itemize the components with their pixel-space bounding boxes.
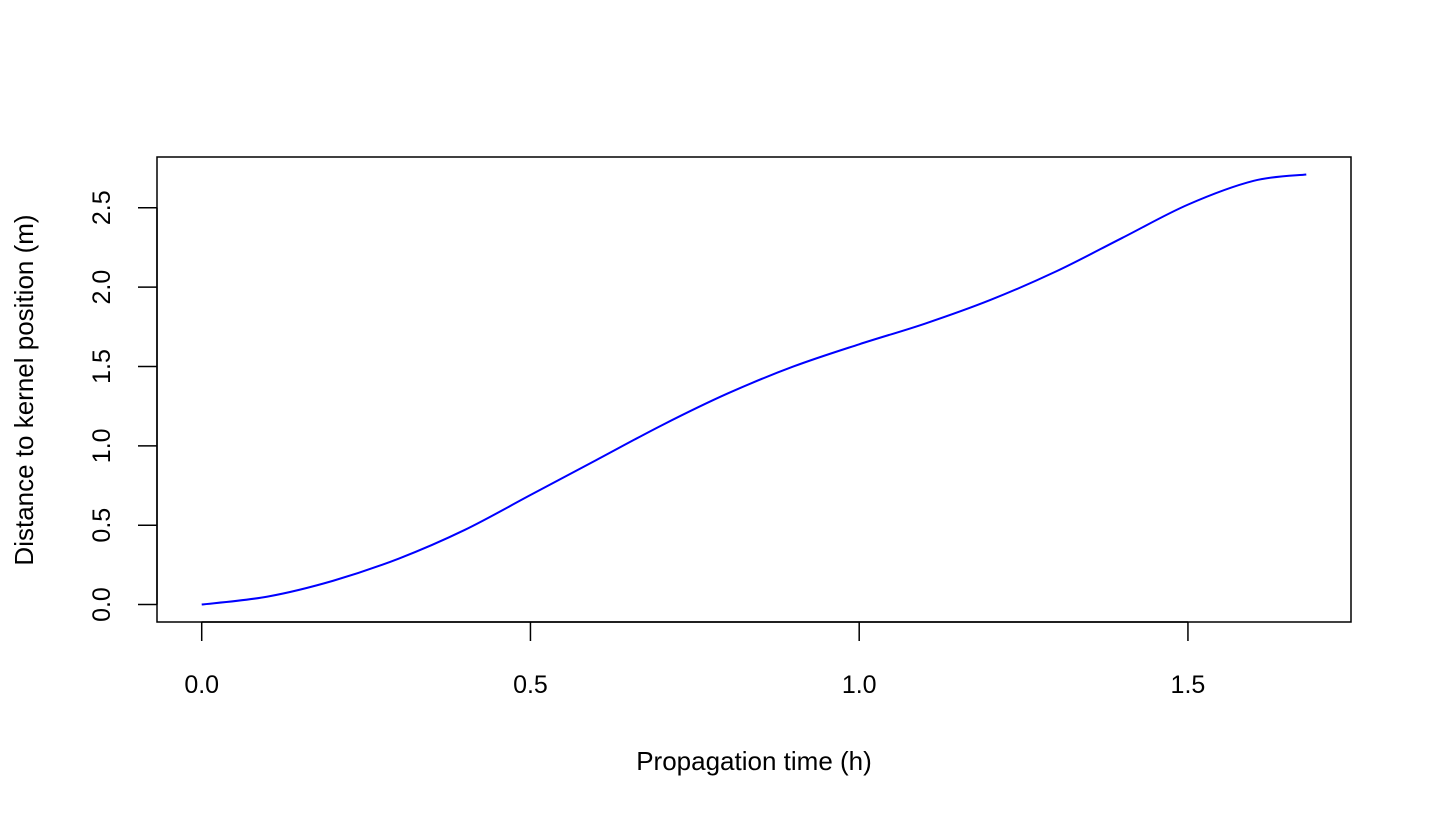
- y-axis: 0.0 0.5 1.0 1.5 2.0 2.5: [88, 190, 158, 622]
- y-tick-label: 0.5: [88, 508, 116, 543]
- x-tick-label: 1.0: [842, 671, 877, 699]
- y-tick-label: 2.0: [88, 270, 116, 305]
- y-tick-label: 1.5: [88, 349, 116, 384]
- series-line: [201, 173, 1307, 606]
- y-axis-title: Distance to kernel position (m): [9, 214, 39, 565]
- x-tick-label: 0.0: [184, 671, 219, 699]
- plot-frame: [156, 156, 1352, 623]
- x-tick-label: 1.5: [1171, 671, 1206, 699]
- x-tick-label: 0.5: [513, 671, 548, 699]
- y-tick-label: 0.0: [88, 587, 116, 622]
- x-axis: 0.0 0.5 1.0 1.5: [184, 621, 1206, 699]
- y-tick-label: 1.0: [88, 428, 116, 463]
- y-tick-label: 2.5: [88, 190, 116, 225]
- x-axis-title: Propagation time (h): [636, 746, 872, 776]
